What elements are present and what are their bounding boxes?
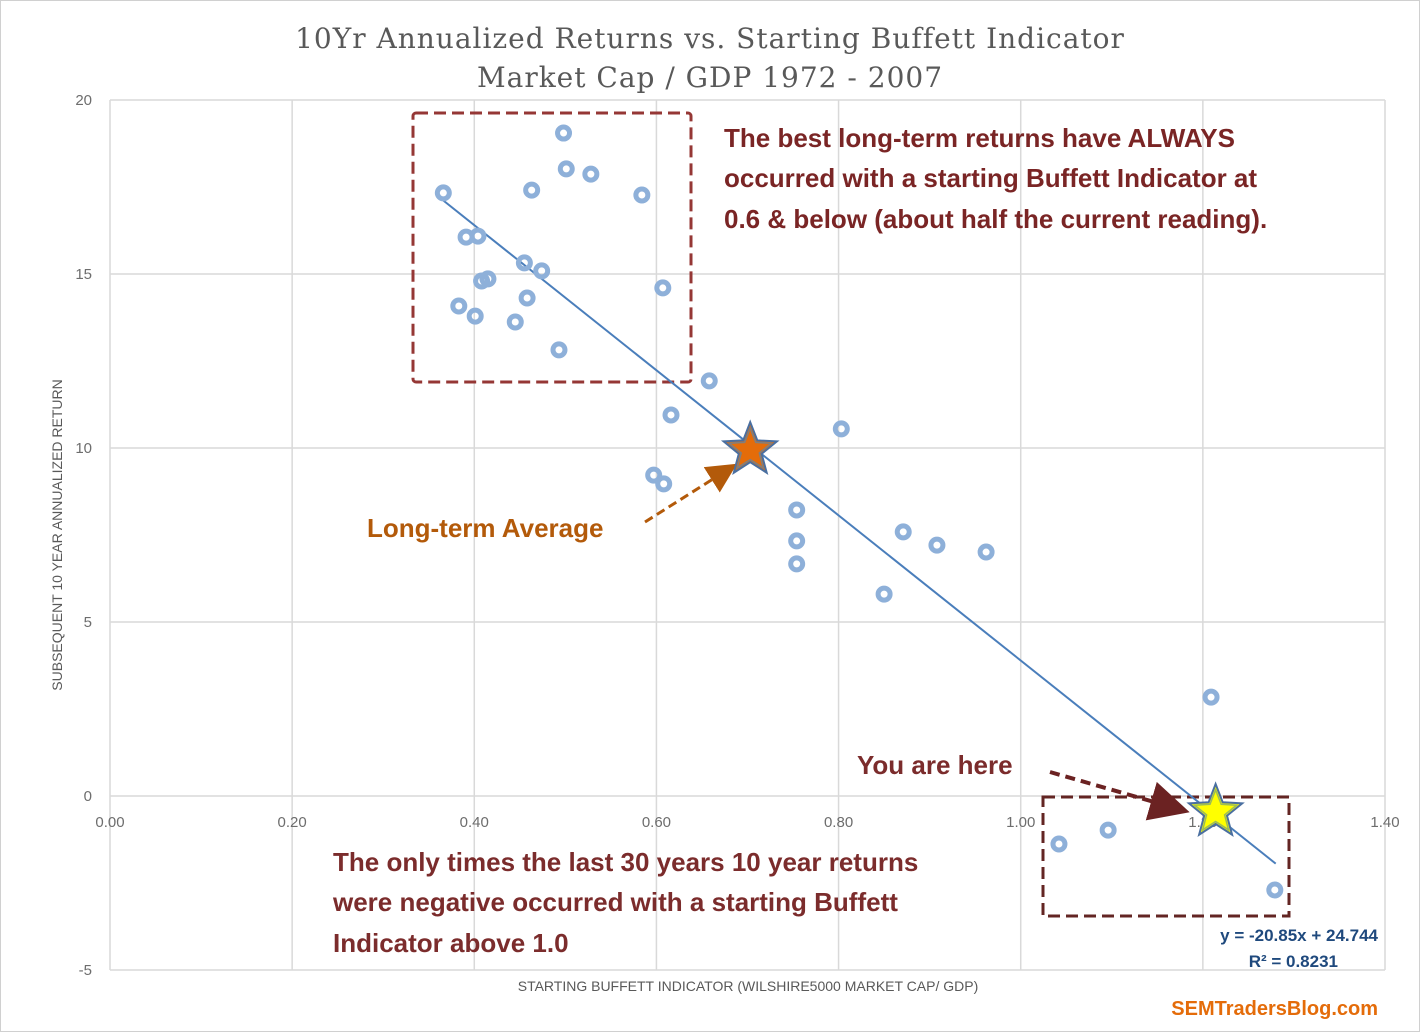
x-tick-label: 1.40 — [1370, 814, 1399, 831]
average-arrow — [644, 463, 738, 524]
data-point — [1099, 821, 1117, 839]
data-point — [788, 555, 806, 573]
y-tick-label: 0 — [84, 788, 92, 805]
data-point — [700, 372, 718, 390]
data-point — [523, 181, 541, 199]
best-returns-box — [411, 111, 693, 384]
average-annotation: Long-term Average — [367, 513, 603, 543]
data-point — [1202, 688, 1220, 706]
annotation-line: were negative occurred with a starting B… — [332, 887, 898, 917]
data-point — [479, 270, 497, 288]
x-tick-label: 0.00 — [95, 814, 124, 831]
x-tick-label: 0.60 — [642, 814, 671, 831]
y-axis-label: SUBSEQUENT 10 YEAR ANNUALIZED RETURN — [49, 379, 65, 690]
data-point — [633, 186, 651, 204]
x-axis-label: STARTING BUFFETT INDICATOR (WILSHIRE5000… — [518, 978, 979, 994]
data-point — [515, 254, 533, 272]
data-point — [582, 165, 600, 183]
annotation-line: 0.6 & below (about half the current read… — [724, 204, 1267, 234]
data-point — [450, 297, 468, 315]
data-point — [662, 406, 680, 424]
long-term-average-star-inner — [727, 426, 774, 470]
y-tick-label: 15 — [75, 266, 92, 283]
data-point — [645, 466, 663, 484]
negative-returns-box — [1041, 795, 1291, 918]
data-point — [469, 227, 487, 245]
x-tick-label: 1.00 — [1006, 814, 1035, 831]
negative-returns-annotation: The only times the last 30 years 10 year… — [332, 847, 918, 958]
current-star-inner — [1192, 787, 1239, 832]
trendline — [442, 199, 1277, 865]
x-tick-label: 0.40 — [460, 814, 489, 831]
r-squared: R² = 0.8231 — [1249, 952, 1338, 971]
data-point — [1266, 881, 1284, 899]
y-tick-label: 10 — [75, 440, 92, 457]
data-point — [466, 307, 484, 325]
data-point — [434, 184, 452, 202]
x-tick-label: 0.20 — [278, 814, 307, 831]
trend-equation: y = -20.85x + 24.744 — [1220, 926, 1378, 945]
data-point — [654, 279, 672, 297]
data-point — [557, 160, 575, 178]
current-star-icon — [1186, 781, 1245, 837]
annotation-line: Indicator above 1.0 — [333, 928, 569, 958]
long-term-average-star-icon — [720, 419, 780, 475]
here-annotation: You are here — [857, 750, 1013, 780]
data-point — [875, 585, 893, 603]
data-point — [928, 536, 946, 554]
data-point — [894, 523, 912, 541]
y-tick-label: 20 — [75, 92, 92, 109]
data-point — [533, 262, 551, 280]
data-point — [1050, 835, 1068, 853]
chart-title: 10Yr Annualized Returns vs. Starting Buf… — [295, 22, 1125, 55]
data-point — [788, 532, 806, 550]
annotation-line: occurred with a starting Buffett Indicat… — [724, 163, 1257, 193]
x-tick-label: 0.80 — [824, 814, 853, 831]
data-point — [550, 341, 568, 359]
chart-subtitle: Market Cap / GDP 1972 - 2007 — [477, 61, 943, 94]
best-returns-annotation: The best long-term returns have ALWAYS o… — [724, 123, 1267, 234]
y-tick-label: -5 — [79, 962, 92, 979]
data-point — [518, 289, 536, 307]
annotation-line: The best long-term returns have ALWAYS — [724, 123, 1235, 153]
y-tick-label: 5 — [84, 614, 92, 631]
data-point — [977, 543, 995, 561]
data-point — [788, 501, 806, 519]
data-point — [832, 420, 850, 438]
data-point — [655, 475, 673, 493]
data-point — [555, 124, 573, 142]
annotation-line: The only times the last 30 years 10 year… — [333, 847, 918, 877]
here-arrow — [1049, 770, 1190, 821]
brand-watermark: SEMTradersBlog.com — [1171, 998, 1378, 1020]
data-point — [506, 313, 524, 331]
